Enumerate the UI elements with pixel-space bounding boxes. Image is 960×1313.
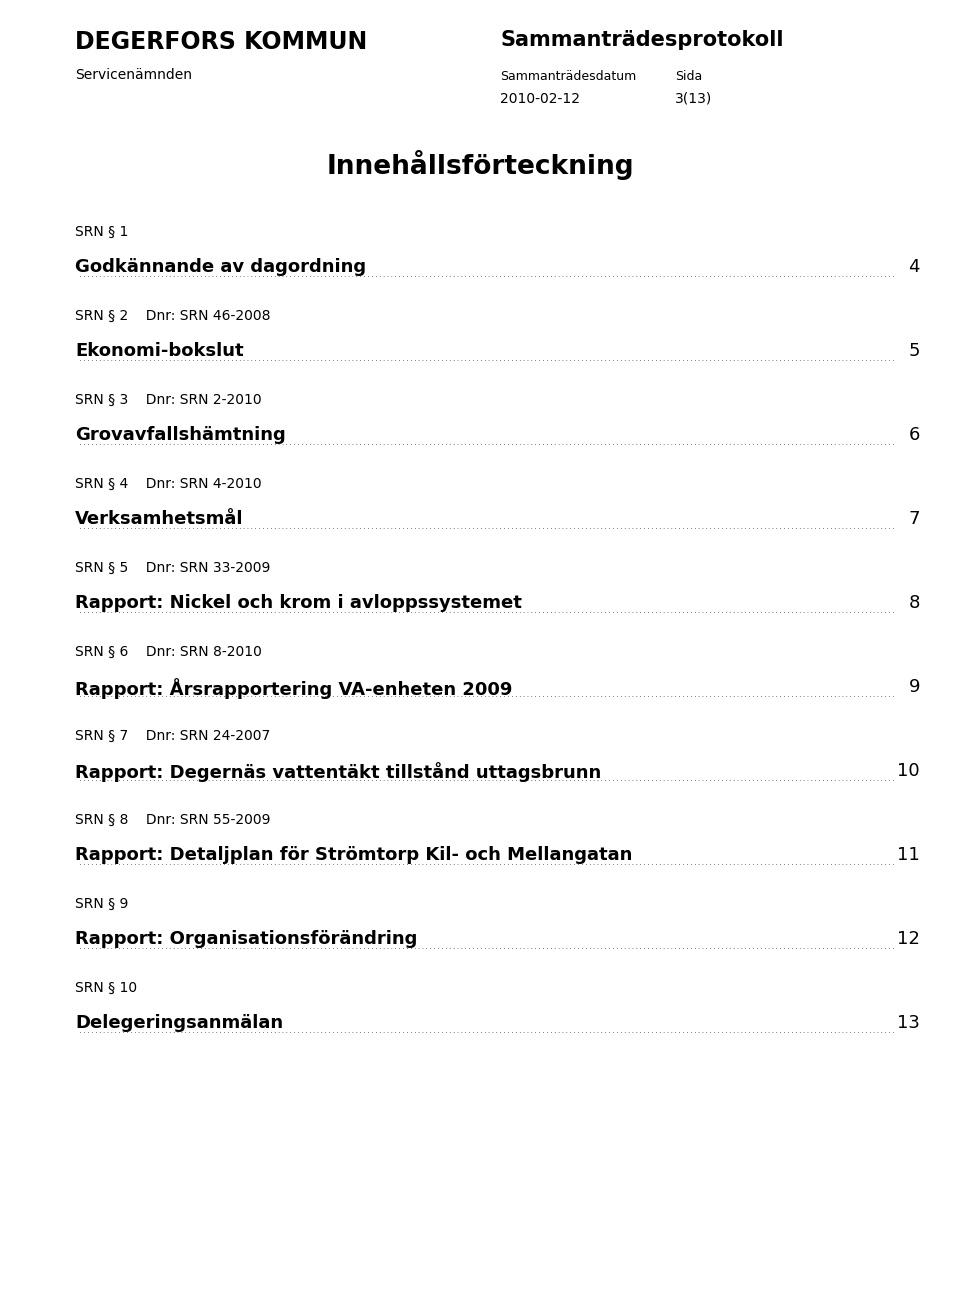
Text: Rapport: Detaljplan för Strömtorp Kil- och Mellangatan: Rapport: Detaljplan för Strömtorp Kil- o… xyxy=(75,846,633,864)
Text: Delegeringsanmälan: Delegeringsanmälan xyxy=(75,1014,283,1032)
Text: 3(13): 3(13) xyxy=(675,92,712,106)
Text: Rapport: Degernäs vattentäkt tillstånd uttagsbrunn: Rapport: Degernäs vattentäkt tillstånd u… xyxy=(75,762,601,783)
Text: SRN § 4    Dnr: SRN 4-2010: SRN § 4 Dnr: SRN 4-2010 xyxy=(75,477,262,491)
Text: 5: 5 xyxy=(908,341,920,360)
Text: Rapport: Årsrapportering VA-enheten 2009: Rapport: Årsrapportering VA-enheten 2009 xyxy=(75,678,513,699)
Text: Servicenämnden: Servicenämnden xyxy=(75,68,192,81)
Text: Sida: Sida xyxy=(675,70,703,83)
Text: Godkännande av dagordning: Godkännande av dagordning xyxy=(75,257,366,276)
Text: SRN § 10: SRN § 10 xyxy=(75,981,137,995)
Text: Verksamhetsmål: Verksamhetsmål xyxy=(75,509,244,528)
Text: 11: 11 xyxy=(898,846,920,864)
Text: 9: 9 xyxy=(908,678,920,696)
Text: SRN § 1: SRN § 1 xyxy=(75,225,129,239)
Text: SRN § 9: SRN § 9 xyxy=(75,897,129,911)
Text: SRN § 2    Dnr: SRN 46-2008: SRN § 2 Dnr: SRN 46-2008 xyxy=(75,309,271,323)
Text: 6: 6 xyxy=(908,425,920,444)
Text: 2010-02-12: 2010-02-12 xyxy=(500,92,580,106)
Text: Grovavfallshämtning: Grovavfallshämtning xyxy=(75,425,286,444)
Text: 13: 13 xyxy=(898,1014,920,1032)
Text: 10: 10 xyxy=(898,762,920,780)
Text: Rapport: Nickel och krom i avloppssystemet: Rapport: Nickel och krom i avloppssystem… xyxy=(75,593,522,612)
Text: 7: 7 xyxy=(908,509,920,528)
Text: Rapport: Organisationsförändring: Rapport: Organisationsförändring xyxy=(75,930,418,948)
Text: Sammanträdesdatum: Sammanträdesdatum xyxy=(500,70,636,83)
Text: 8: 8 xyxy=(908,593,920,612)
Text: SRN § 7    Dnr: SRN 24-2007: SRN § 7 Dnr: SRN 24-2007 xyxy=(75,729,271,743)
Text: Innehållsförteckning: Innehållsförteckning xyxy=(326,150,634,180)
Text: SRN § 5    Dnr: SRN 33-2009: SRN § 5 Dnr: SRN 33-2009 xyxy=(75,561,271,575)
Text: Ekonomi-bokslut: Ekonomi-bokslut xyxy=(75,341,244,360)
Text: 12: 12 xyxy=(898,930,920,948)
Text: SRN § 6    Dnr: SRN 8-2010: SRN § 6 Dnr: SRN 8-2010 xyxy=(75,645,262,659)
Text: SRN § 8    Dnr: SRN 55-2009: SRN § 8 Dnr: SRN 55-2009 xyxy=(75,813,271,827)
Text: DEGERFORS KOMMUN: DEGERFORS KOMMUN xyxy=(75,30,368,54)
Text: Sammanträdesprotokoll: Sammanträdesprotokoll xyxy=(500,30,783,50)
Text: 4: 4 xyxy=(908,257,920,276)
Text: SRN § 3    Dnr: SRN 2-2010: SRN § 3 Dnr: SRN 2-2010 xyxy=(75,393,262,407)
